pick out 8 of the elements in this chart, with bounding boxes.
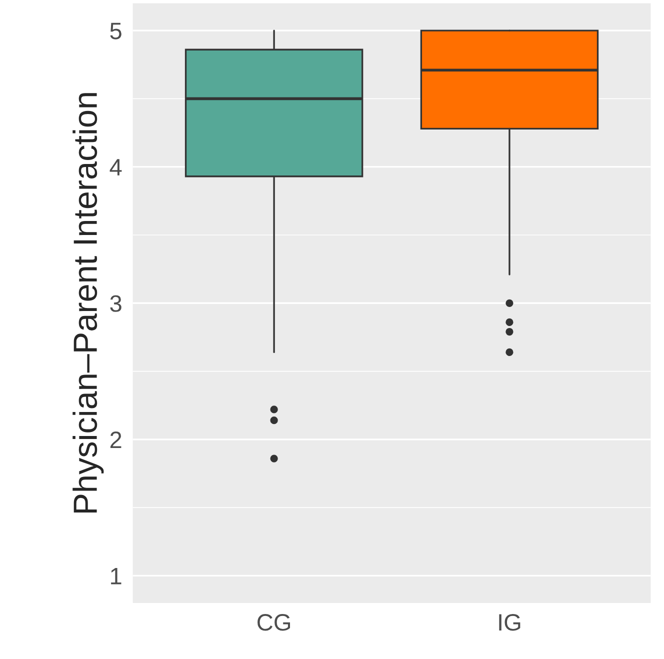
y-tick-label: 5: [110, 22, 122, 40]
y-axis-title: Physician–Parent Interaction: [72, 93, 104, 513]
y-tick-label: 1: [111, 568, 122, 584]
y-tick-label: 2: [110, 432, 122, 448]
x-tick-label: CG: [258, 614, 290, 631]
y-tick-label: 4: [110, 159, 122, 176]
x-tick-label: IG: [499, 614, 520, 631]
y-tick-label: 3: [110, 295, 122, 312]
